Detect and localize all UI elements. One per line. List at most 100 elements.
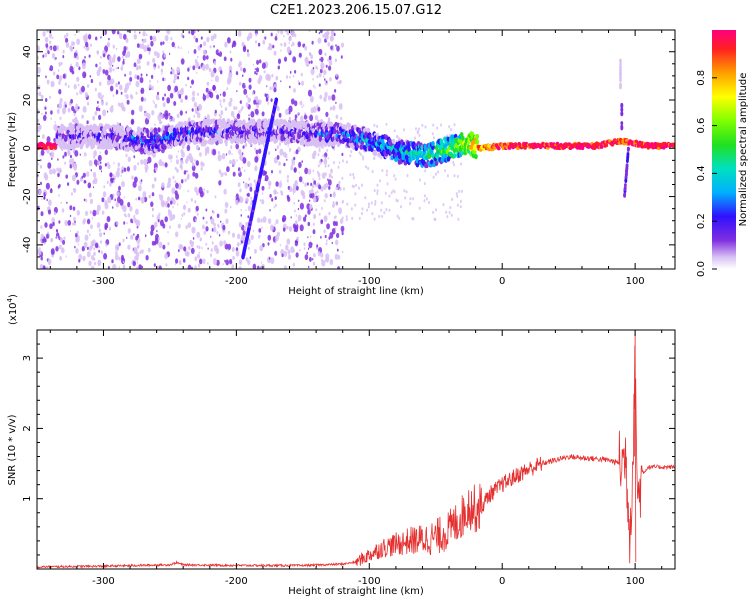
noise-speckle (254, 248, 257, 254)
noise-speckle (267, 74, 271, 82)
noise-speckle (69, 205, 73, 211)
noise-speckle (220, 105, 223, 108)
noise-speckle (49, 68, 51, 71)
noise-speckle (220, 220, 222, 223)
noise-speckle (171, 214, 176, 220)
noise-speckle (218, 180, 222, 186)
noise-speckle (337, 82, 339, 85)
ridge-point (300, 137, 305, 143)
noise-speckle (224, 208, 228, 214)
noise-speckle (332, 220, 336, 227)
noise-speckle (169, 52, 171, 56)
noise-speckle (243, 88, 248, 95)
noise-speckle (312, 84, 315, 88)
noise-speckle (409, 202, 412, 206)
noise-speckle (270, 32, 273, 37)
noise-speckle (321, 145, 324, 149)
noise-speckle (309, 204, 313, 210)
noise-speckle (57, 158, 59, 161)
noise-speckle (57, 69, 60, 72)
noise-speckle (359, 152, 362, 156)
scale-open: (x10 (8, 302, 19, 325)
y-tick-label: 0 (22, 145, 33, 151)
noise-speckle (325, 34, 329, 40)
noise-speckle (201, 247, 203, 250)
noise-speckle (187, 264, 192, 269)
noise-speckle (307, 89, 313, 97)
noise-speckle (304, 45, 308, 51)
noise-speckle (131, 109, 135, 116)
noise-speckle (340, 225, 345, 233)
noise-speckle (299, 224, 304, 232)
noise-speckle (239, 196, 244, 204)
noise-speckle (314, 183, 317, 187)
noise-speckle (378, 214, 381, 219)
feature-point (620, 103, 624, 108)
noise-speckle (285, 108, 289, 116)
noise-speckle (162, 50, 165, 54)
noise-speckle (328, 236, 331, 240)
noise-speckle (93, 251, 96, 256)
noise-speckle (395, 198, 398, 202)
noise-speckle (147, 247, 151, 253)
noise-speckle (312, 66, 315, 70)
noise-speckle (321, 220, 323, 223)
noise-speckle (243, 181, 245, 184)
noise-speckle (72, 206, 76, 211)
noise-speckle (306, 203, 311, 210)
noise-speckle (100, 170, 103, 173)
noise-speckle (319, 30, 323, 34)
noise-speckle (298, 82, 301, 86)
noise-speckle (444, 169, 447, 173)
noise-speckle (317, 164, 320, 168)
noise-speckle (50, 248, 55, 255)
noise-speckle (242, 145, 245, 149)
noise-speckle (349, 154, 352, 158)
noise-speckle (352, 176, 355, 180)
noise-speckle (235, 143, 239, 150)
noise-speckle (254, 68, 256, 71)
noise-speckle (227, 243, 232, 251)
noise-speckle (126, 236, 128, 239)
noise-speckle (398, 216, 401, 220)
noise-speckle (40, 149, 45, 156)
noise-speckle (102, 191, 107, 198)
noise-speckle (324, 164, 327, 168)
noise-speckle (245, 197, 249, 203)
ridge-point (427, 153, 432, 159)
noise-speckle (166, 196, 171, 202)
noise-speckle (190, 247, 195, 254)
noise-speckle (458, 189, 461, 193)
noise-speckle (137, 196, 141, 201)
noise-speckle (67, 107, 71, 113)
noise-speckle (129, 76, 133, 82)
noise-speckle (86, 229, 89, 234)
feature-point (626, 159, 629, 163)
noise-speckle (213, 33, 217, 39)
ridge-point (323, 141, 328, 147)
noise-speckle (255, 33, 258, 37)
noise-speckle (286, 174, 289, 179)
noise-speckle (76, 76, 80, 82)
noise-speckle (161, 73, 163, 75)
noise-speckle (94, 242, 99, 249)
noise-speckle (99, 232, 103, 238)
noise-speckle (138, 65, 141, 70)
noise-speckle (79, 153, 82, 156)
noise-speckle (71, 192, 73, 196)
noise-speckle (152, 57, 156, 64)
noise-speckle (271, 197, 274, 202)
noise-speckle (39, 164, 43, 169)
noise-speckle (55, 246, 59, 252)
noise-speckle (46, 266, 49, 269)
noise-speckle (87, 34, 92, 40)
noise-speckle (318, 72, 322, 78)
noise-speckle (222, 98, 226, 103)
noise-speckle (273, 189, 277, 195)
noise-speckle (231, 45, 234, 48)
noise-speckle (177, 203, 179, 206)
noise-speckle (175, 182, 179, 189)
noise-speckle (37, 118, 40, 123)
noise-speckle (227, 37, 231, 44)
noise-speckle (103, 185, 106, 189)
